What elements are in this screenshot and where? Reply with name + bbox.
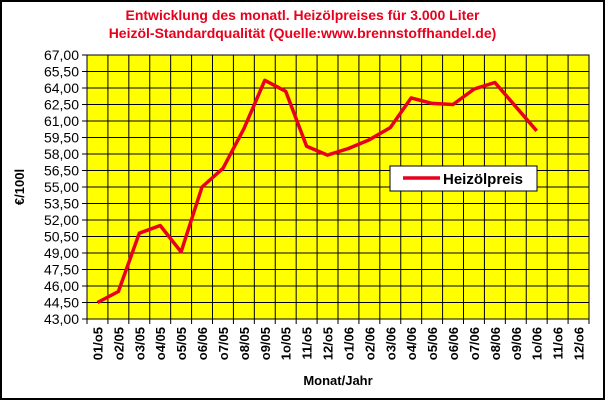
chart-subtitle: Heizöl-Standardqualität (Quelle:www.bren…	[108, 25, 497, 41]
x-tick-label: o2/06	[362, 327, 377, 360]
x-tick-label: o6/06	[195, 327, 210, 360]
y-tick-label: 56,50	[44, 163, 79, 179]
x-tick-label: 12/o6	[572, 327, 587, 360]
x-tick-label: o7/05	[216, 327, 231, 360]
x-tick-label: o5/05	[174, 327, 189, 360]
x-tick-label: 11/o6	[551, 327, 566, 360]
x-tick-label: 11/o5	[300, 327, 315, 360]
y-tick-label: 65,50	[44, 64, 79, 80]
y-tick-label: 58,00	[44, 146, 79, 162]
y-tick-label: 43,00	[44, 311, 79, 327]
y-tick-label: 53,50	[44, 196, 79, 212]
y-axis: 67,0065,5064,0062,5061,0059,5058,0056,50…	[44, 47, 87, 327]
x-tick-label: o8/06	[488, 327, 503, 360]
x-tick-label: 12/o5	[321, 327, 336, 360]
x-tick-label: 1o/05	[279, 327, 294, 360]
y-tick-label: 61,00	[44, 113, 79, 129]
x-tick-label: o3/06	[383, 327, 398, 360]
x-tick-label: o9/05	[258, 327, 273, 360]
x-axis-label: Monat/Jahr	[303, 373, 372, 388]
x-tick-label: o1/06	[341, 327, 356, 360]
y-axis-label: €/100l	[12, 169, 27, 205]
y-tick-label: 62,50	[44, 97, 79, 113]
y-tick-label: 59,50	[44, 130, 79, 146]
y-tick-label: 55,00	[44, 179, 79, 195]
legend: Heizölpreis	[389, 165, 538, 192]
x-tick-label: o7/06	[467, 327, 482, 360]
y-tick-label: 64,00	[44, 80, 79, 96]
y-tick-label: 52,00	[44, 212, 79, 228]
chart-title: Entwicklung des monatl. Heizölpreises fü…	[125, 7, 480, 23]
x-tick-label: 01/o5	[90, 327, 105, 360]
x-tick-label: o6/06	[446, 327, 461, 360]
y-tick-label: 49,00	[44, 245, 79, 261]
x-tick-label: o2/05	[111, 327, 126, 360]
x-axis: 01/o5 o2/05 o3/05 o4/05 o5/05 o6/06 o7/05 o8/05…	[86, 319, 590, 360]
x-tick-label: 1o/06	[530, 327, 545, 360]
y-tick-label: 50,50	[44, 229, 79, 245]
y-tick-label: 46,00	[44, 278, 79, 294]
y-tick-label: 47,50	[44, 262, 79, 278]
legend-label: Heizölpreis	[443, 171, 523, 188]
y-tick-label: 67,00	[44, 47, 79, 63]
x-tick-label: o8/05	[237, 327, 252, 360]
x-tick-label: o3/05	[132, 327, 147, 360]
y-tick-label: 44,50	[44, 295, 79, 311]
x-tick-label: o5/06	[425, 327, 440, 360]
series-line-heizoelpreis	[96, 78, 539, 305]
x-tick-label: o4/05	[153, 327, 168, 360]
x-tick-label: o9/06	[509, 327, 524, 360]
x-tick-label: o4/06	[404, 327, 419, 360]
